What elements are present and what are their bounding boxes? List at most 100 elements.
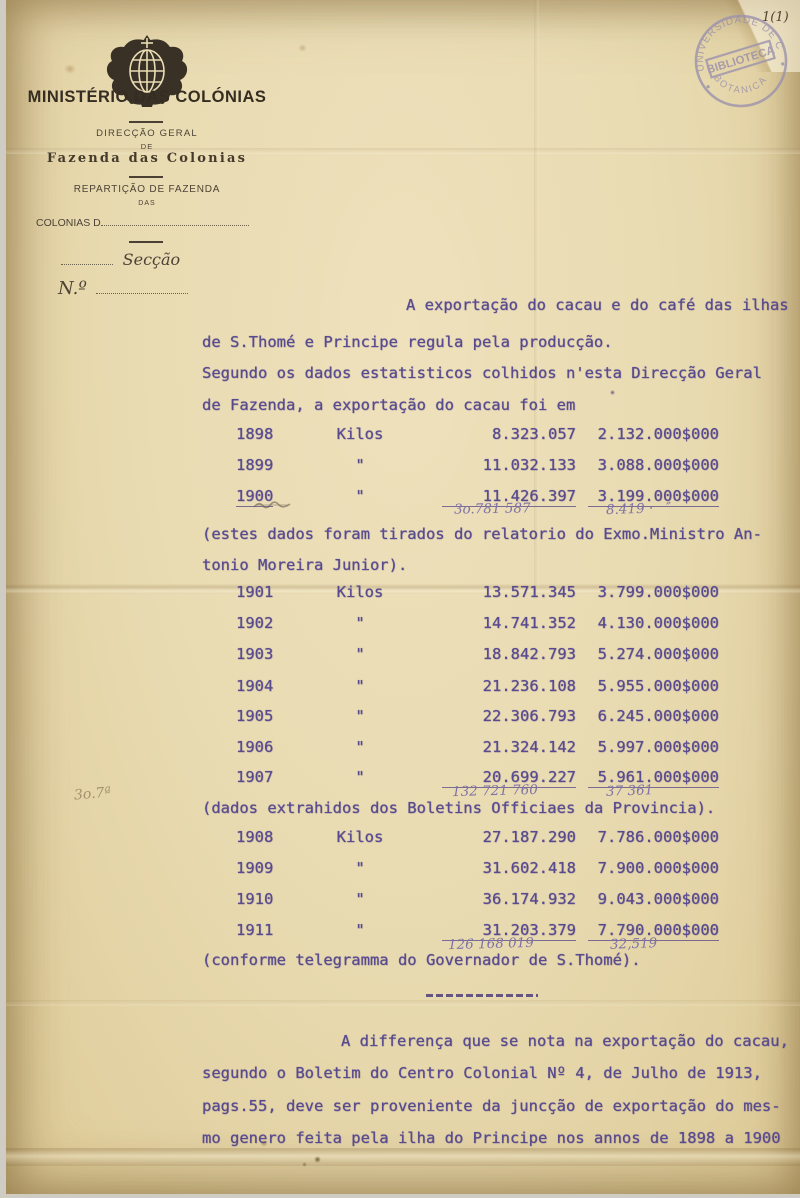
pencil-scribble — [253, 501, 291, 509]
kilos-cell: 11.032.133 — [482, 456, 576, 474]
unit-cell: Kilos — [336, 583, 384, 601]
table-row: 1909 " 31.602.418 7.900.000$000 — [6, 859, 800, 883]
year-cell: 1905 — [236, 707, 274, 725]
year-cell: 1911 — [236, 921, 274, 939]
kilos-cell: 22.306.793 — [482, 707, 576, 725]
year-cell: 1902 — [236, 614, 274, 632]
das-label: DAS — [138, 200, 156, 207]
unit-cell: " — [355, 738, 365, 756]
source-note: (dados extrahidos dos Boletins Officiaes… — [202, 799, 716, 817]
handwritten-total: 132 721 760 — [451, 781, 539, 801]
dotted-blank — [61, 253, 113, 265]
dotted-blank — [96, 282, 189, 294]
table-row: 1910 " 36.174.932 9.043.000$000 — [6, 890, 800, 914]
unit-cell: " — [355, 890, 365, 908]
table-row: 1908 Kilos 27.187.290 7.786.000$000 — [6, 828, 800, 852]
value-cell: 7.786.000$000 — [597, 828, 719, 846]
paragraph-line: A exportação do cacau e do café das ilha… — [406, 296, 789, 314]
ministry-title: MINISTÉRIO DAS COLÓNIAS — [27, 88, 267, 106]
seccao-line: Secção — [61, 250, 180, 269]
year-cell: 1906 — [236, 738, 274, 756]
colonias-line: COLONIAS D — [36, 214, 249, 229]
kilos-cell: 21.324.142 — [482, 738, 576, 756]
kilos-cell: 21.236.108 — [482, 677, 576, 695]
handwritten-total: 37 361 — [605, 782, 654, 800]
corner-page-note: 1(1) — [762, 10, 789, 25]
unit-cell: " — [355, 487, 365, 505]
handwritten-total: 3o.781 587 — [453, 500, 531, 518]
table-row: 1899 " 11.032.133 3.088.000$000 — [6, 456, 800, 480]
colonias-label: COLONIAS D — [36, 217, 101, 229]
unit-cell: Kilos — [336, 828, 384, 846]
paragraph-line: Segundo os dados estatisticos colhidos n… — [202, 364, 762, 382]
paragraph-line: de S.Thomé e Principe regula pela produc… — [202, 333, 613, 351]
source-note: (estes dados foram tirados do relatorio … — [202, 525, 762, 543]
fold-crease — [6, 1148, 800, 1166]
unit-cell: " — [355, 614, 365, 632]
value-cell: 4.130.000$000 — [597, 614, 719, 632]
kilos-cell: 27.187.290 — [482, 828, 576, 846]
value-cell: 2.132.000$000 — [597, 425, 719, 443]
kilos-cell: 8.323.057 — [492, 425, 576, 443]
table-row: 1904 " 21.236.108 5.955.000$000 — [6, 677, 800, 701]
unit-cell: " — [355, 859, 365, 877]
stain — [610, 390, 615, 395]
paragraph-line: mo genero feita pela ilha do Principe no… — [202, 1129, 781, 1147]
typed-divider — [426, 994, 538, 997]
kilos-cell: 31.203.379 — [442, 921, 576, 941]
stain — [314, 1156, 321, 1163]
unit-cell: " — [355, 768, 365, 786]
source-note: (conforme telegramma do Governador de S.… — [202, 951, 641, 969]
value-cell: 9.043.000$000 — [597, 890, 719, 908]
unit-cell: " — [355, 921, 365, 939]
fold-crease — [6, 1000, 800, 1006]
year-cell: 1908 — [236, 828, 274, 846]
paragraph-line: A differença que se nota na exportação d… — [341, 1032, 789, 1050]
table-row: 1906 " 21.324.142 5.997.000$000 — [6, 738, 800, 762]
table-row: 1898 Kilos 8.323.057 2.132.000$000 — [6, 425, 800, 449]
year-cell: 1899 — [236, 456, 274, 474]
year-cell: 1910 — [236, 890, 274, 908]
direccao-geral-label: DIRECÇÃO GERAL — [96, 128, 198, 139]
reparticao-label: REPARTIÇÃO DE FAZENDA — [73, 184, 221, 195]
dotted-blank — [100, 214, 249, 226]
stain — [302, 1162, 307, 1167]
letterhead-rule — [129, 121, 163, 123]
paragraph-line: pags.55, deve ser proveniente da juncção… — [202, 1097, 781, 1115]
value-cell: 5.997.000$000 — [597, 738, 719, 756]
paragraph-line: segundo o Boletim do Centro Colonial Nº … — [202, 1064, 762, 1082]
coat-of-arms-emblem — [106, 35, 188, 107]
unit-cell: " — [355, 645, 365, 663]
value-cell: 3.799.000$000 — [597, 583, 719, 601]
fazenda-colonias-label: Fazenda das Colonias — [46, 151, 248, 166]
unit-cell: Kilos — [336, 425, 384, 443]
paragraph-line: de Fazenda, a exportação do cacau foi em — [202, 396, 576, 414]
margin-pencil-note: 3o.7ª — [73, 784, 112, 804]
value-cell: 5.274.000$000 — [597, 645, 719, 663]
value-cell: 5.961.000$000 — [588, 768, 719, 788]
year-cell: 1904 — [236, 677, 274, 695]
value-cell: 7.900.000$000 — [597, 859, 719, 877]
document-page: MINISTÉRIO DAS COLÓNIAS DIRECÇÃO GERAL D… — [6, 0, 800, 1194]
table-row: 1907 " 20.699.227 5.961.000$000 — [6, 768, 800, 792]
table-row: 1911 " 31.203.379 7.790.000$000 — [6, 921, 800, 945]
source-note: tonio Moreira Junior). — [202, 556, 408, 574]
handwritten-total: 8.419 · ″ — [605, 499, 672, 519]
value-cell: 7.790.000$000 — [588, 921, 719, 941]
seccao-label: Secção — [122, 250, 181, 269]
unit-cell: " — [355, 456, 365, 474]
table-row: 1902 " 14.741.352 4.130.000$000 — [6, 614, 800, 638]
letterhead-rule — [129, 241, 163, 243]
kilos-cell: 13.571.345 — [482, 583, 576, 601]
year-cell: 1909 — [236, 859, 274, 877]
value-cell: 6.245.000$000 — [597, 707, 719, 725]
table-row: 1903 " 18.842.793 5.274.000$000 — [6, 645, 800, 669]
year-cell: 1903 — [236, 645, 274, 663]
value-cell: 3.088.000$000 — [597, 456, 719, 474]
letterhead-rule — [129, 176, 163, 178]
kilos-cell: 36.174.932 — [482, 890, 576, 908]
table-row: 1900 " 11.426.397 3.199.000$000 — [6, 487, 800, 511]
value-cell: 5.955.000$000 — [597, 677, 719, 695]
kilos-cell: 18.842.793 — [482, 645, 576, 663]
stain — [298, 44, 307, 52]
